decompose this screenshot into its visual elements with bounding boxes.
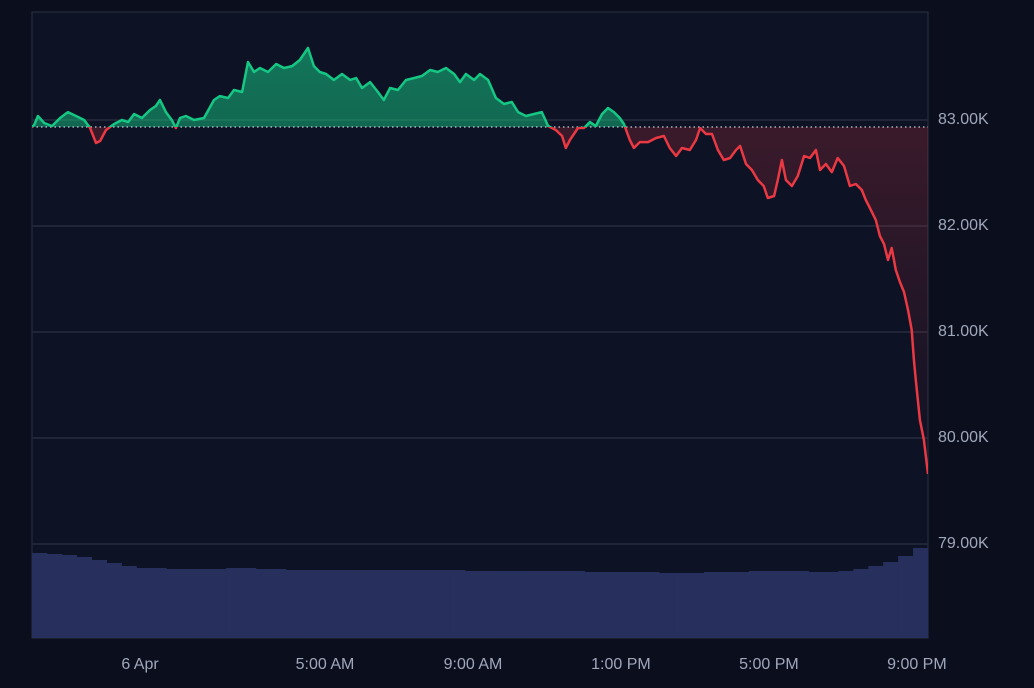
volume-bar [465,571,481,638]
volume-bar [913,548,929,638]
area-down [89,127,928,474]
volume-bar [763,571,779,638]
volume-bar [898,556,914,638]
volume-bar [211,569,227,638]
volume-bar [121,566,137,638]
volume-bar [32,553,48,638]
volume-bar [748,571,765,638]
volume-bar [704,572,720,638]
volume-bar [733,572,750,638]
volume-bar [629,572,645,638]
y-tick-label: 82.00K [938,217,989,234]
price-line-up [32,46,701,128]
x-tick-label: 5:00 PM [739,656,799,673]
x-tick-label: 6 Apr [121,656,159,673]
volume-bar [136,568,152,638]
volume-bar [539,571,555,638]
volume-bar [46,554,63,638]
y-tick-label: 83.00K [938,111,989,128]
volume-bar [330,570,346,638]
volume-bar [524,571,541,638]
volume-bar [793,571,809,638]
volume-bar [181,569,197,638]
volume-bar [823,572,839,638]
x-tick-label: 9:00 PM [887,656,947,673]
x-tick-label: 5:00 AM [296,656,355,673]
volume-bar [689,573,705,638]
area-up [32,48,928,128]
volume-bar [405,570,421,638]
price-line-down [32,127,928,475]
volume-bar [718,572,735,638]
y-tick-label: 79.00K [938,535,989,552]
volume-bar [300,570,317,638]
volume-bar [494,571,511,638]
volume-bar [270,569,287,638]
volume-bar [226,568,242,638]
volume-bar [554,571,570,638]
volume-bar [599,572,615,638]
volume-bar [106,563,122,638]
volume-bar [285,570,302,638]
volume-bar [644,572,660,638]
volume-bar [241,568,257,638]
volume-bar [509,571,526,638]
volume-bar [151,568,167,638]
volume-bar [91,560,107,638]
volume-bar [375,570,391,638]
volume-bar [166,569,182,638]
volume-bar [196,569,212,638]
volume-bar [390,570,406,638]
volume-bar [569,571,585,638]
y-tick-label: 81.00K [938,323,989,340]
x-tick-label: 1:00 PM [591,656,651,673]
volume-bar [450,570,466,638]
volume-bar [480,571,496,638]
volume-bar [808,572,824,638]
y-tick-label: 80.00K [938,429,989,446]
volume-bar [659,573,675,638]
volume-bar [778,571,794,638]
volume-bar [674,573,690,638]
volume-bar [883,562,899,638]
volume-bar [360,570,376,638]
volume-bar [838,571,854,638]
volume-bar [614,572,630,638]
volume-bar [76,557,93,638]
volume-bar [420,570,436,638]
volume-bar [584,572,600,638]
volume-bar [256,569,272,638]
volume-bar [315,570,331,638]
x-tick-label: 9:00 AM [444,656,503,673]
volume-bar [853,569,869,638]
volume-bar [868,566,884,638]
volume-bar [435,570,451,638]
volume-bar [345,570,361,638]
volume-bar [61,555,78,638]
